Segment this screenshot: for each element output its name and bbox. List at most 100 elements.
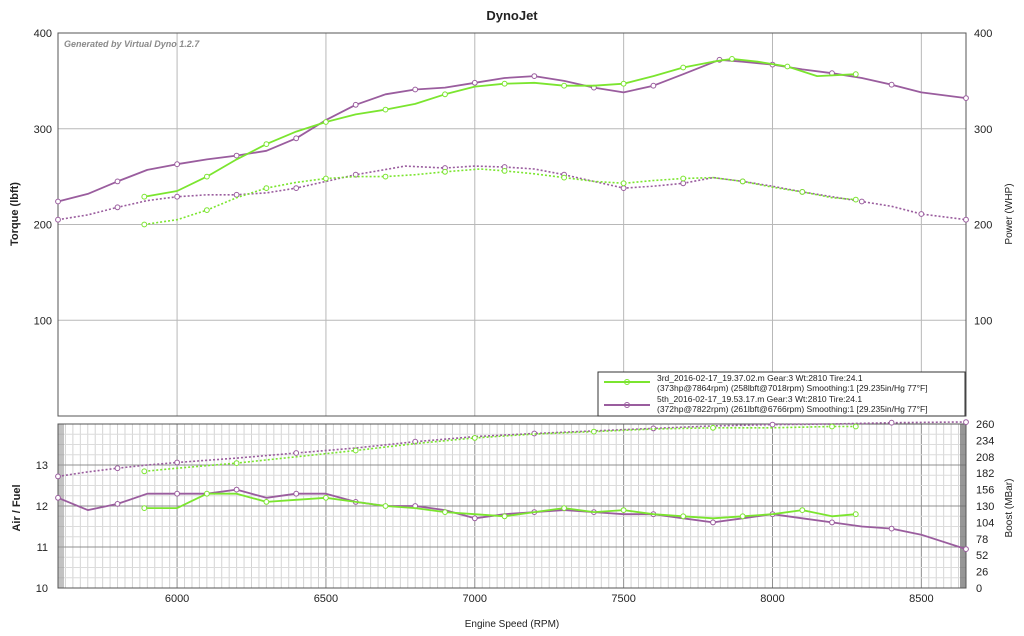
boost-tick-label: 156 [976,485,994,497]
series-3rd-air_fuel-point [501,513,508,520]
series-5th-power-point [55,198,61,205]
series-3rd-torque-point [561,174,567,181]
series-3rd-boost-point [141,468,148,475]
series-3rd-torque-point [680,175,687,182]
boost-tick-label: 26 [976,567,988,579]
series-3rd-torque-point [204,207,210,214]
series-3rd-torque-point [799,189,806,195]
series-5th-power-point [352,101,359,108]
series-3rd-air_fuel-point [382,503,389,509]
series-3rd-boost-point [591,428,597,435]
air-fuel-axis-label: Air / Fuel [11,484,23,531]
series-5th-air_fuel-point [114,501,121,507]
series-3rd-power-point [141,193,148,200]
series-5th-boost-point [293,450,300,456]
boost-tick-label: 104 [976,517,994,529]
series-3rd-power-point [501,80,508,87]
rpm-tick-label: 8000 [760,593,784,605]
power-tick-label: 200 [974,220,992,232]
series-3rd-air_fuel-point [442,509,448,515]
torque-tick-label: 200 [34,220,52,232]
series-5th-torque-point [55,216,61,223]
series-3rd-boost-point [829,423,835,430]
legend-3rd-line1: 3rd_2016-02-17_19.37.02.m Gear:3 Wt:2810… [657,373,863,383]
series-3rd-boost-line [144,425,856,473]
series-5th-power-point [174,161,181,168]
legend-marker-5th [624,402,630,408]
series-5th-torque-point [963,216,969,223]
series-3rd-boost-point [352,447,359,454]
series-3rd-air_fuel-point [680,513,687,520]
bottom-series-layer [55,419,969,552]
air-fuel-tick-label: 11 [37,542,48,554]
series-5th-torque-point [293,185,300,192]
series-3rd-air_fuel-point [561,505,567,512]
series-5th-power-point [233,152,240,159]
power-tick-label: 300 [974,124,992,136]
series-3rd-air_fuel-point [620,507,627,514]
boost-tick-label: 260 [976,419,994,431]
series-5th-power-point [888,81,895,88]
series-5th-power-point [412,86,419,93]
series-3rd-boost-point [710,424,716,431]
series-5th-torque-point [233,191,240,198]
series-5th-air_fuel-point [710,519,716,526]
torque-tick-label: 300 [34,124,52,136]
series-3rd-power-point [204,173,210,180]
series-5th-torque-point [918,211,925,217]
series-5th-air_fuel-point [963,546,969,552]
watermark-text: Generated by Virtual Dyno 1.2.7 [64,39,200,49]
series-5th-power-point [471,79,478,86]
series-3rd-torque-point [323,175,329,182]
series-5th-boost-point [963,419,969,426]
series-3rd-air_fuel-point [739,513,746,520]
bottom-panel-frame [57,423,967,589]
series-3rd-power-point [382,106,389,113]
series-3rd-power-point [852,71,859,78]
top-series-layer [55,56,969,228]
legend-3rd-line2: (373hp@7864rpm) (258lbft@7018rpm) Smooth… [657,383,928,393]
series-3rd-air_fuel-point [799,507,806,514]
series-5th-power-point [963,95,969,101]
series-5th-torque-point [114,204,121,211]
series-3rd-power-point [323,119,329,125]
series-5th-torque-point [680,180,687,187]
torque-axis-label: Torque (lbft) [9,182,21,246]
rpm-tick-label: 6500 [314,593,338,605]
power-tick-label: 100 [974,315,992,327]
series-5th-torque-point [620,185,627,192]
series-5th-air_fuel-point [829,519,835,526]
bottom-left-edge-strip [58,424,64,588]
x-axis-label: Engine Speed (RPM) [465,619,560,630]
boost-tick-label: 52 [976,550,988,562]
rpm-tick-label: 7500 [611,593,635,605]
legend-5th-line1: 5th_2016-02-17_19.53.17.m Gear:3 Wt:2810… [657,394,862,404]
rpm-tick-label: 7000 [463,593,487,605]
series-3rd-air_fuel-point [263,499,270,505]
legend-box [597,371,966,417]
series-5th-air_fuel-point [888,525,895,532]
series-5th-air_fuel-point [293,490,300,497]
boost-tick-label: 130 [976,501,994,513]
series-3rd-air_fuel-point [204,490,210,497]
series-3rd-torque-point [382,173,389,180]
series-3rd-boost-point [471,435,478,441]
series-3rd-air_fuel-point [323,494,329,501]
boost-tick-label: 182 [976,468,994,480]
series-3rd-torque-point [442,168,448,175]
boost-tick-label: 208 [976,452,994,464]
series-5th-boost-point [55,473,61,480]
series-5th-boost-point [888,419,895,426]
series-5th-boost-point [114,465,121,472]
boost-tick-label: 78 [976,534,988,546]
series-5th-power-line [57,58,967,203]
series-3rd-power-point [561,82,567,89]
series-5th-air_fuel-point [174,490,181,497]
series-3rd-power-point [784,63,791,70]
series-3rd-power-point [442,91,448,98]
series-5th-power-point [293,135,300,142]
series-5th-air_fuel-point [233,486,240,493]
torque-tick-label: 100 [34,315,52,327]
series-3rd-torque-point [263,185,270,192]
